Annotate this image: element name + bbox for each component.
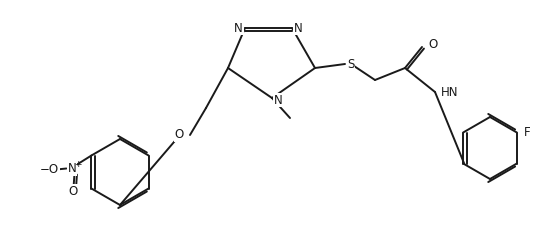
Text: −O: −O	[40, 163, 59, 176]
Text: O: O	[175, 128, 184, 141]
Text: O: O	[69, 185, 78, 198]
Text: +: +	[73, 160, 81, 169]
Text: N: N	[274, 94, 283, 107]
Text: HN: HN	[441, 86, 459, 99]
Text: F: F	[524, 126, 530, 139]
Text: N: N	[294, 21, 302, 34]
Text: N: N	[68, 162, 77, 175]
Text: O: O	[428, 39, 437, 52]
Text: S: S	[347, 58, 354, 71]
Text: N: N	[234, 21, 243, 34]
